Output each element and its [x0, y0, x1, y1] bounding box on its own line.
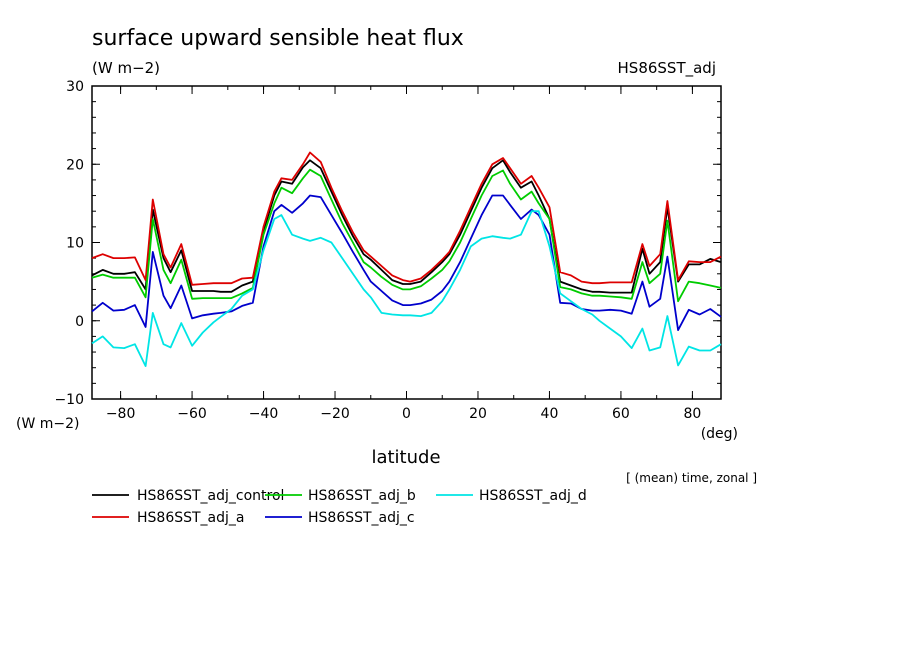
- y-tick-label: −10: [54, 392, 84, 408]
- y-tick-label: 0: [75, 314, 84, 330]
- axis-ticks: −80 −60 −40 −20 0 20 40 60 80 −10 0 10 20 30: [54, 79, 721, 422]
- series-line-HS86SST_adj_a: [91, 151, 722, 286]
- legend-label: HS86SST_adj_a: [137, 510, 245, 526]
- x-tick-label: −40: [249, 406, 279, 422]
- legend-label: HS86SST_adj_control: [137, 488, 284, 504]
- series-line-HS86SST_adj_d: [91, 210, 722, 368]
- y-tick-label: 20: [66, 157, 84, 173]
- chart-title: surface upward sensible heat flux: [92, 26, 464, 51]
- aggregation-note: [ (mean) time, zonal ]: [626, 471, 757, 485]
- series-line-HS86SST_adj_c: [91, 194, 722, 332]
- x-tick-label: 0: [402, 406, 411, 422]
- y-tick-label: 30: [66, 79, 84, 95]
- series-line-HS86SST_adj_b: [91, 168, 722, 303]
- series-group: [91, 151, 722, 368]
- x-tick-label: −60: [177, 406, 207, 422]
- x-unit-label: (deg): [701, 426, 738, 442]
- legend: HS86SST_adj_control HS86SST_adj_a HS86SST_…: [92, 488, 587, 526]
- units-label: (W m−2): [92, 59, 160, 77]
- legend-label: HS86SST_adj_b: [308, 488, 416, 504]
- y-tick-label: 10: [66, 236, 84, 252]
- run-label: HS86SST_adj: [618, 59, 716, 78]
- series-line-HS86SST_adj_control: [91, 159, 722, 294]
- legend-label: HS86SST_adj_d: [479, 488, 587, 504]
- x-tick-label: 20: [469, 406, 487, 422]
- legend-label: HS86SST_adj_c: [308, 510, 415, 526]
- plot-frame: [91, 85, 722, 400]
- x-tick-label: −80: [106, 406, 136, 422]
- x-tick-label: 80: [683, 406, 701, 422]
- x-tick-label: 40: [541, 406, 559, 422]
- x-axis-label: latitude: [371, 447, 440, 468]
- x-tick-label: 60: [612, 406, 630, 422]
- x-tick-label: −20: [320, 406, 350, 422]
- y-unit-label: (W m−2): [16, 416, 80, 432]
